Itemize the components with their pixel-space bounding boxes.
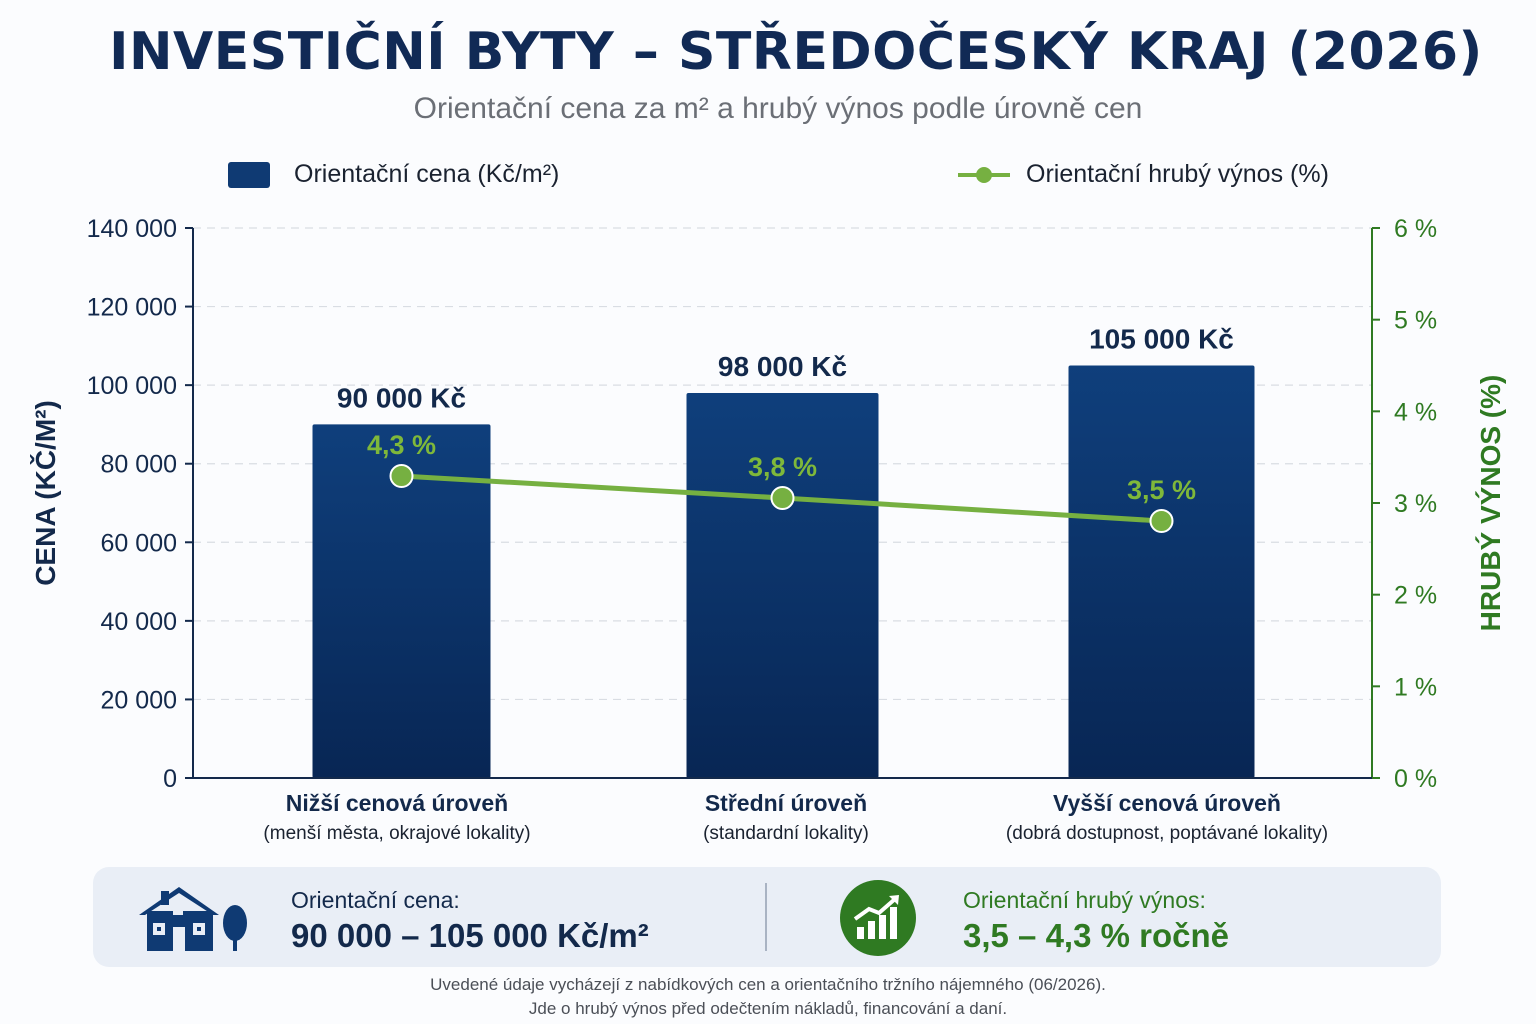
legend-price: Orientační cena (Kč/m²): [228, 160, 559, 189]
category-label: Vyšší cenová úroveň: [1053, 790, 1281, 816]
legend-yield: Orientační hrubý výnos (%): [958, 160, 1329, 189]
price-bar: [312, 424, 491, 778]
y2-tick-label: 1 %: [1394, 673, 1437, 701]
price-bar-label: 98 000 Kč: [718, 351, 847, 382]
y2-tick-label: 0 %: [1394, 765, 1437, 793]
yield-point: [1149, 509, 1174, 533]
price-bar-label: 105 000 Kč: [1089, 324, 1234, 355]
legend-bar-swatch: [228, 161, 270, 188]
y2-tick-label: 6 %: [1394, 215, 1437, 243]
house-icon: [139, 887, 247, 951]
summary-price-value: 90 000 – 105 000 Kč/m²: [291, 917, 649, 954]
yield-point-label: 3,8 %: [748, 452, 817, 482]
y-tick-label: 40 000: [101, 608, 177, 636]
yield-point: [389, 464, 414, 488]
category-sublabel: (standardní lokality): [703, 823, 869, 844]
category-label: Střední úroveň: [704, 790, 868, 816]
legend-price-label: Orientační cena (Kč/m²): [294, 160, 560, 188]
y-tick-label: 20 000: [101, 686, 177, 714]
y-tick-label: 100 000: [87, 372, 177, 400]
chart-title: INVESTIČNÍ BYTY – STŘEDOČESKÝ KRAJ (2026…: [109, 22, 1483, 82]
y-tick-label: 140 000: [87, 215, 177, 243]
y-axis-title: CENA (KČ/M²): [29, 400, 61, 586]
summary-yield-label: Orientační hrubý výnos:: [963, 887, 1206, 913]
y2-tick-label: 3 %: [1394, 490, 1437, 518]
summary-price-label: Orientační cena:: [291, 887, 460, 913]
category-sublabel: (menší města, okrajové lokality): [263, 823, 531, 844]
chart-subtitle: Orientační cena za m² a hrubý výnos podl…: [413, 92, 1143, 125]
y2-axis-title: HRUBÝ VÝNOS (%): [1475, 375, 1506, 632]
category-mid: Střední úroveň (standardní lokality): [556, 790, 1016, 845]
y-tick-label: 120 000: [87, 294, 177, 322]
footnote-line-2: Jde o hrubý výnos před odečtením nákladů…: [528, 999, 1008, 1018]
yield-point: [770, 486, 795, 510]
price-bar: [1068, 365, 1255, 778]
yield-point-label: 3,5 %: [1127, 475, 1196, 505]
y-tick-label: 0: [163, 765, 177, 793]
y2-tick-label: 5 %: [1394, 307, 1437, 335]
summary-yield-value: 3,5 – 4,3 % ročně: [963, 917, 1229, 954]
summary-divider: [765, 883, 767, 951]
legend-line-swatch: [958, 166, 1010, 183]
yield-point-label: 4,3 %: [367, 430, 436, 460]
growth-chart-icon: [840, 880, 916, 956]
price-bar-label: 90 000 Kč: [337, 382, 466, 413]
legend-yield-label: Orientační hrubý výnos (%): [1026, 160, 1329, 188]
category-high: Vyšší cenová úroveň (dobrá dostupnost, p…: [937, 790, 1397, 845]
y-tick-label: 60 000: [101, 529, 177, 557]
category-low: Nižší cenová úroveň (menší města, okrajo…: [167, 790, 627, 845]
category-label: Nižší cenová úroveň: [285, 790, 509, 816]
y2-tick-label: 4 %: [1394, 398, 1437, 426]
price-bar: [686, 393, 879, 778]
y-tick-label: 80 000: [101, 451, 177, 479]
y2-tick-label: 2 %: [1394, 582, 1437, 610]
footnote-line-1: Uvedené údaje vycházejí z nabídkových ce…: [430, 975, 1106, 994]
category-sublabel: (dobrá dostupnost, poptávané lokality): [1005, 823, 1329, 844]
summary-panel: Orientační cena: 90 000 – 105 000 Kč/m² …: [93, 867, 1441, 967]
